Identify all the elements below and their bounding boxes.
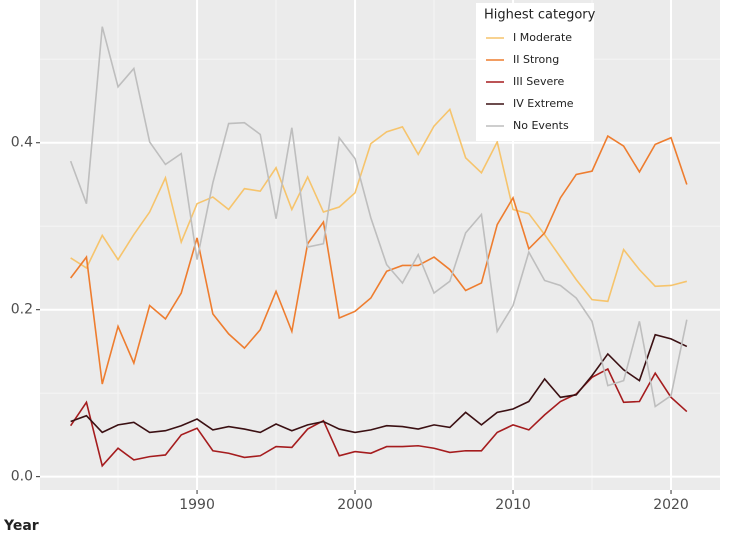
y-tick-label: 0.0 (11, 469, 33, 485)
x-tick-label: 1990 (179, 497, 215, 513)
legend-title: Highest category (484, 8, 596, 23)
legend-label: III Severe (513, 75, 565, 88)
x-tick-label: 2020 (653, 497, 689, 513)
y-tick-label: 0.4 (11, 135, 33, 151)
legend-label: No Events (513, 119, 569, 132)
series-line (70, 107, 688, 303)
legend-label: I Moderate (513, 31, 572, 44)
x-tick-label: 2000 (337, 497, 373, 513)
series-line (70, 134, 688, 385)
series-line (70, 333, 688, 434)
x-tick-label: 2010 (495, 497, 531, 513)
series-line (69, 26, 688, 408)
legend-box (476, 3, 594, 141)
legend-label: IV Extreme (513, 97, 574, 110)
y-tick-label: 0.2 (11, 302, 33, 318)
legend-label: II Strong (513, 53, 559, 66)
x-axis-title: Year (3, 518, 39, 534)
legend: Highest category I Moderate II Strong III S… (476, 3, 596, 141)
